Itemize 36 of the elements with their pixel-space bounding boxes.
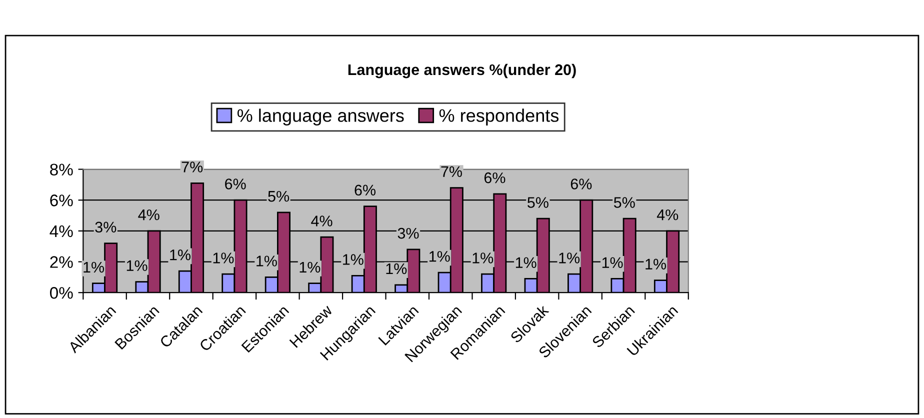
data-label: 6%	[225, 178, 246, 190]
data-label: 6%	[354, 184, 376, 196]
y-tick-label: 2%	[50, 256, 73, 268]
legend-label: % respondents	[439, 108, 559, 126]
data-label: 1%	[343, 254, 364, 265]
data-label: 1%	[386, 263, 407, 274]
data-label: 1%	[559, 252, 580, 264]
chart-title: Language answers %(under 20)	[348, 64, 576, 78]
data-label: 5%	[614, 197, 635, 208]
data-label: 1%	[602, 257, 623, 268]
data-label: 1%	[213, 252, 234, 264]
data-label: 4%	[138, 209, 160, 220]
data-label: 7%	[441, 166, 462, 177]
data-label: 1%	[256, 256, 277, 266]
y-tick-label: 8%	[50, 164, 73, 176]
data-label: 1%	[472, 252, 494, 264]
data-label: 4%	[656, 209, 678, 220]
data-label: 3%	[398, 228, 419, 239]
data-label: 4%	[311, 216, 332, 226]
y-tick-label: 0%	[50, 287, 73, 299]
y-tick-label: 6%	[50, 194, 73, 206]
data-label: 6%	[570, 178, 592, 190]
data-label: 1%	[646, 258, 666, 270]
data-label: 1%	[84, 262, 104, 273]
data-label: 3%	[95, 222, 116, 233]
legend-label: % language answers	[237, 108, 404, 126]
y-tick-label: 4%	[50, 225, 73, 238]
data-label: 1%	[170, 250, 190, 260]
data-label: 1%	[300, 262, 320, 273]
data-label: 1%	[430, 251, 450, 262]
data-label: 1%	[516, 257, 536, 268]
data-label: 5%	[268, 190, 290, 202]
data-label: 7%	[182, 162, 203, 172]
data-label: 6%	[484, 172, 506, 184]
data-label: 5%	[528, 197, 548, 208]
data-label: 1%	[126, 260, 148, 272]
